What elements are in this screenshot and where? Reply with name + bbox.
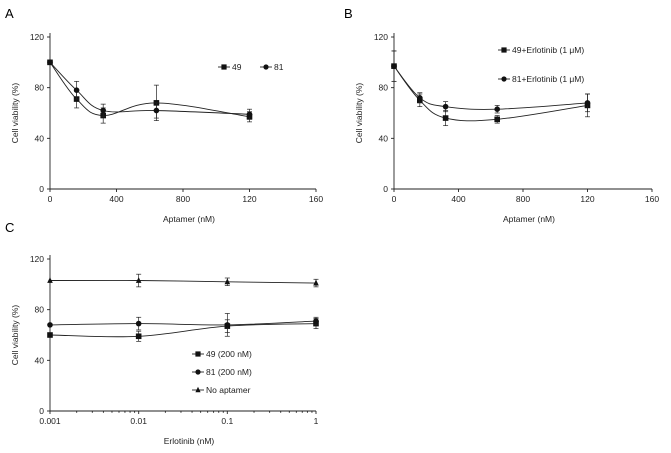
- panel-c-x-tick-label: 0.1: [221, 416, 233, 426]
- panel-b-y-tick-label: 120: [374, 32, 388, 42]
- panel-b-x-tick-label: 0: [392, 194, 397, 204]
- panel-b-series-2-point: [417, 95, 423, 101]
- panel-c-legend-label: 81 (200 nM): [206, 367, 252, 377]
- panel-b-legend-marker: [501, 76, 507, 82]
- panel-c-y-tick-label: 0: [39, 406, 44, 416]
- panel-a-y-tick-label: 0: [39, 184, 44, 194]
- panel-a-legend: 49 81: [218, 62, 284, 72]
- panel-b-x-tick-label: 160: [645, 194, 659, 204]
- panel-b-legend-label: 49+Erlotinib (1 μM): [512, 45, 584, 55]
- panel-c-y-tick-label: 80: [35, 305, 45, 315]
- panel-c-series-2-point: [47, 322, 53, 328]
- panel-c-y-tick-label: 120: [30, 254, 44, 264]
- panel-b-chart: 0 40 80 120 0 400 800 120 160 Aptamer (nM) Cell vi…: [354, 32, 659, 224]
- panel-a-x-tick-label: 160: [309, 194, 323, 204]
- panel-b-series-2-point: [494, 106, 501, 112]
- panel-a-y-tick-label: 40: [35, 133, 45, 143]
- panel-c-legend: 49 (200 nM) 81 (200 nM) No aptamer: [192, 349, 252, 395]
- panel-c-series-3-point: [47, 277, 53, 283]
- panel-b-y-tick-label: 0: [383, 184, 388, 194]
- panel-c-series-2-point: [313, 318, 319, 324]
- panel-a-series-2-point: [73, 87, 80, 93]
- panel-a-legend-marker: [263, 64, 269, 70]
- panel-c-y-tick-label: 40: [35, 355, 45, 365]
- panel-b-y-axis-label: Cell viability (%): [354, 83, 364, 144]
- panel-a-legend-label: 49: [232, 62, 242, 72]
- panel-c-series-2-point: [224, 322, 231, 328]
- panel-a-y-tick-label: 120: [30, 32, 44, 42]
- panel-c-series-2-point: [135, 320, 142, 327]
- panel-a-series-2-point: [100, 107, 106, 114]
- panel-a-series-1-line: [49, 62, 250, 118]
- panel-a-series-2-point: [153, 107, 160, 114]
- panel-c-x-tick-label: 0.01: [130, 416, 147, 426]
- panel-b-legend-label: 81+Erlotinib (1 μM): [512, 74, 584, 84]
- panel-b-x-tick-label: 400: [451, 194, 465, 204]
- panel-c-chart: 0 40 80 120 0.001 0.01 0.1 1 Erlotinib (nM) Cell …: [10, 254, 319, 446]
- panel-c-series-3-point: [224, 278, 231, 285]
- panel-a-y-tick-label: 80: [35, 83, 45, 93]
- panel-b-legend-marker: [501, 47, 507, 53]
- panel-a-series-2-point: [47, 59, 53, 66]
- panel-a-legend-marker: [221, 64, 227, 70]
- panel-c-x-axis-label: Erlotinib (nM): [164, 436, 215, 446]
- panel-b-series-2-point: [391, 63, 397, 69]
- panel-b-y-tick-label: 40: [379, 133, 389, 143]
- panel-c-series-3-point: [313, 279, 319, 286]
- panel-b-series-1-point: [494, 116, 500, 123]
- panel-a-chart: 0 40 80 120 0 400 800 120 160 Aptamer (nM) Cell vi…: [10, 32, 323, 224]
- panel-b-x-tick-label: 800: [516, 194, 530, 204]
- panel-a-x-axis-label: Aptamer (nM): [163, 214, 215, 224]
- panel-a-series-2-point: [246, 111, 253, 118]
- panel-c-y-axis-label: Cell viability (%): [10, 305, 20, 366]
- panel-b-x-tick-label: 120: [580, 194, 594, 204]
- panel-a-label: A: [5, 6, 14, 21]
- panel-c-series-1-point: [135, 333, 142, 340]
- panel-b-series-2-line: [393, 65, 588, 110]
- panel-b-x-axis-label: Aptamer (nM): [503, 214, 555, 224]
- panel-c-legend-label: No aptamer: [206, 385, 251, 395]
- panel-a-x-tick-label: 120: [242, 194, 256, 204]
- panel-c-series-1-line: [49, 323, 317, 338]
- panel-c-x-tick-label: 0.001: [39, 416, 61, 426]
- panel-c-legend-marker: [195, 386, 201, 393]
- panel-c-label: C: [5, 220, 14, 235]
- panel-a-y-axis-label: Cell viability (%): [10, 83, 20, 144]
- panel-c-series-1-point: [47, 332, 53, 338]
- panel-a-series-2-line: [49, 61, 250, 115]
- panel-c-legend-label: 49 (200 nM): [206, 349, 252, 359]
- panel-c-legend-marker: [195, 369, 201, 375]
- panel-c-series-3-point: [135, 277, 142, 283]
- panel-c-series-2-line: [49, 320, 317, 326]
- panel-c-series-3-line: [49, 279, 317, 284]
- panel-a-x-tick-label: 400: [109, 194, 123, 204]
- panel-b-series-1-point: [442, 115, 449, 121]
- panel-b-series-2-point: [442, 103, 449, 110]
- panel-c-x-tick-label: 1: [314, 416, 319, 426]
- panel-b-label: B: [344, 6, 353, 21]
- panel-a-legend-label: 81: [274, 62, 284, 72]
- panel-b-series-2-point: [584, 100, 591, 106]
- panel-b-y-tick-label: 80: [379, 83, 389, 93]
- panel-a-x-tick-label: 800: [176, 194, 190, 204]
- panel-c-legend-marker: [195, 351, 201, 357]
- panel-b-legend: 49+Erlotinib (1 μM) 81+Erlotinib (1 μM): [498, 45, 584, 84]
- panel-a-x-tick-label: 0: [48, 194, 53, 204]
